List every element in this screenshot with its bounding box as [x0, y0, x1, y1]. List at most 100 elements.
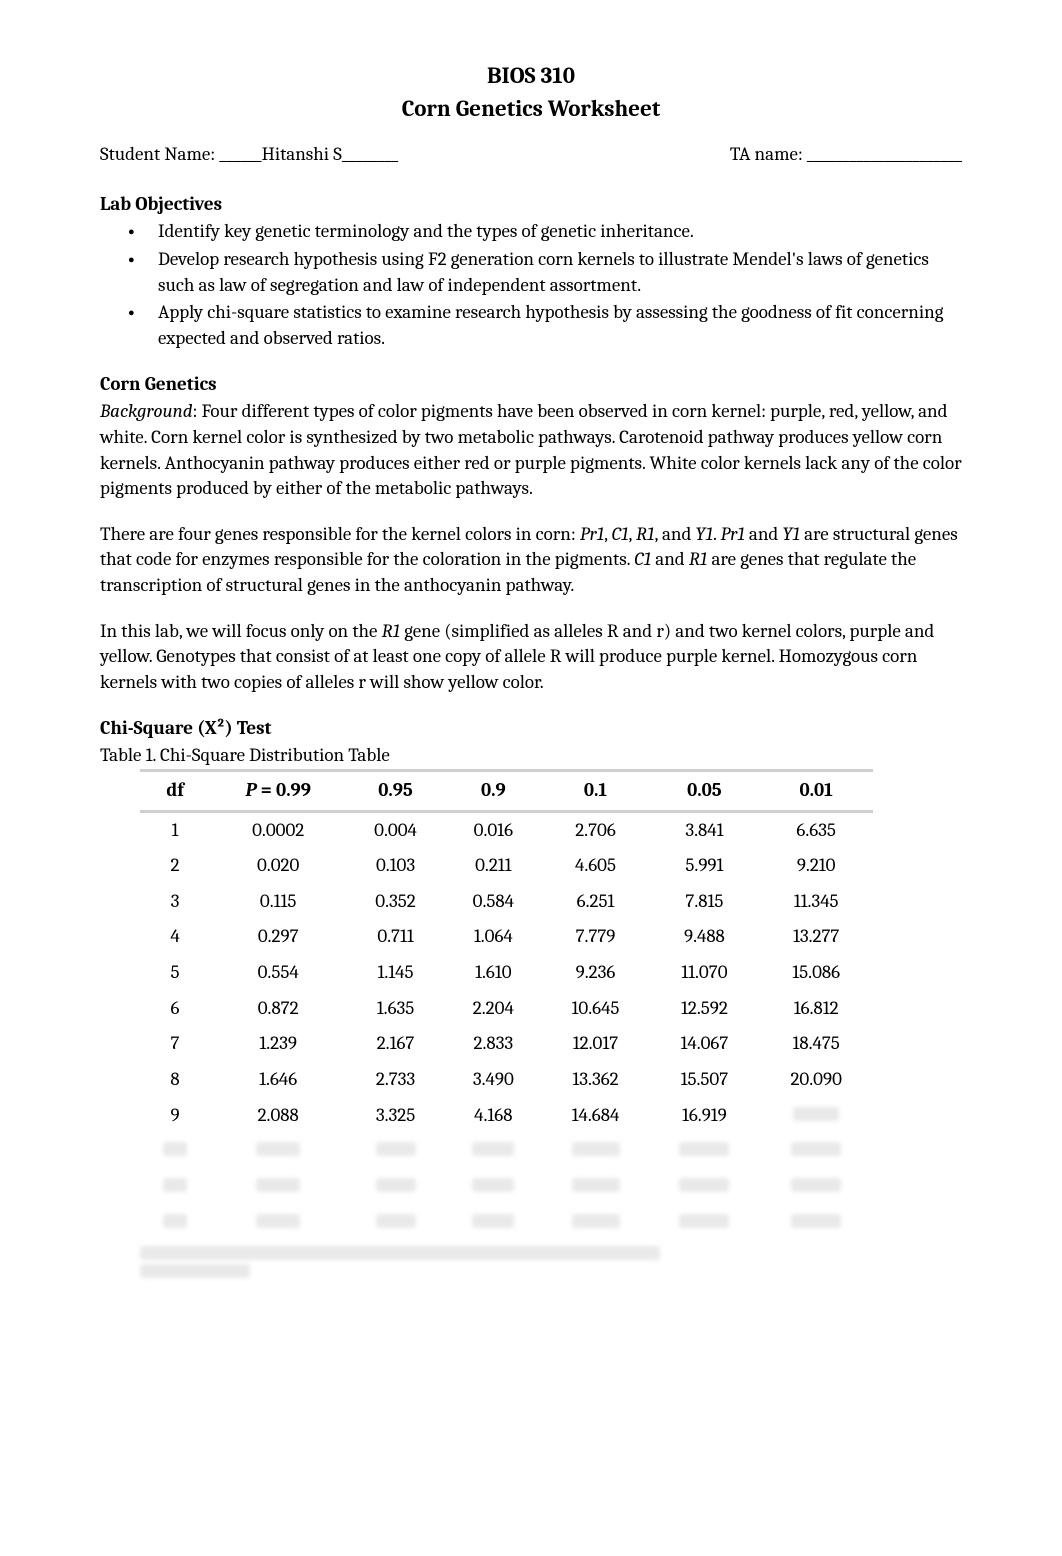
td-redacted [210, 1169, 346, 1205]
gene-c1-2: C1 [634, 548, 651, 570]
lab-focus-paragraph: In this lab, we will focus only on the R… [100, 619, 962, 696]
p-equals: = 0.99 [256, 779, 310, 801]
student-name-label: Student Name: ______ [100, 143, 262, 165]
table-body: 10.00020.0040.0162.7063.8416.63520.0200.… [140, 811, 873, 1240]
th-p095: 0.95 [346, 770, 444, 811]
td-value: 1.646 [210, 1062, 346, 1098]
td-value: 13.277 [760, 919, 873, 955]
table-row: 40.2970.7111.0647.7799.48813.277 [140, 919, 873, 955]
td-value: 1.145 [346, 955, 444, 991]
redacted-line [140, 1264, 250, 1278]
td-df: 9 [140, 1098, 210, 1134]
td-value: 9.236 [542, 955, 649, 991]
genes-paragraph: There are four genes responsible for the… [100, 522, 962, 599]
redacted-line [140, 1246, 660, 1260]
td-value: 16.812 [760, 991, 873, 1027]
gene-y1-2: Y1 [782, 523, 799, 545]
td-value: 12.592 [649, 991, 760, 1027]
td-redacted [649, 1169, 760, 1205]
td-df: 1 [140, 811, 210, 848]
page-header: BIOS 310 Corn Genetics Worksheet [100, 60, 962, 124]
td-value: 2.833 [445, 1026, 542, 1062]
td-redacted [760, 1205, 873, 1241]
background-label: Background [100, 400, 192, 422]
td-value: 2.204 [445, 991, 542, 1027]
table-caption: Table 1. Chi-Square Distribution Table [100, 743, 962, 769]
name-row: Student Name: ______Hitanshi S________ T… [100, 142, 962, 168]
td-value: 9.210 [760, 848, 873, 884]
td-value: 20.090 [760, 1062, 873, 1098]
td-value: 3.841 [649, 811, 760, 848]
td-redacted [140, 1205, 210, 1241]
table-row: 92.0883.3254.16814.68416.919 [140, 1098, 873, 1134]
td-value: 4.168 [445, 1098, 542, 1134]
td-value: 0.211 [445, 848, 542, 884]
td-value: 1.064 [445, 919, 542, 955]
td-value: 3.490 [445, 1062, 542, 1098]
td-value: 3.325 [346, 1098, 444, 1134]
td-value: 0.103 [346, 848, 444, 884]
para3-pre: In this lab, we will focus only on the [100, 620, 382, 642]
para2-mid2: and [745, 523, 783, 545]
header-title-1: BIOS 310 [100, 60, 962, 91]
table-row: 30.1150.3520.5846.2517.81511.345 [140, 884, 873, 920]
para2-pre: There are four genes responsible for the… [100, 523, 580, 545]
td-value: 7.815 [649, 884, 760, 920]
redacted-footer [140, 1246, 962, 1278]
td-redacted [760, 1169, 873, 1205]
td-redacted [445, 1205, 542, 1241]
td-value: 0.115 [210, 884, 346, 920]
td-value: 5.991 [649, 848, 760, 884]
td-value: 0.297 [210, 919, 346, 955]
td-value: 7.779 [542, 919, 649, 955]
td-redacted [346, 1133, 444, 1169]
td-value: 1.635 [346, 991, 444, 1027]
td-value: 0.711 [346, 919, 444, 955]
td-redacted [445, 1133, 542, 1169]
td-value: 13.362 [542, 1062, 649, 1098]
th-p099: P = 0.99 [210, 770, 346, 811]
td-value: 0.016 [445, 811, 542, 848]
td-value: 2.733 [346, 1062, 444, 1098]
td-redacted [760, 1133, 873, 1169]
background-text: : Four different types of color pigments… [100, 400, 962, 499]
table-row: 50.5541.1451.6109.23611.07015.086 [140, 955, 873, 991]
td-redacted [649, 1205, 760, 1241]
th-df: df [140, 770, 210, 811]
gene-pr1-2: Pr1 [721, 523, 745, 545]
td-redacted [542, 1205, 649, 1241]
th-p001: 0.01 [760, 770, 873, 811]
td-redacted [140, 1133, 210, 1169]
td-value: 0.584 [445, 884, 542, 920]
objectives-list: Identify key genetic terminology and the… [100, 219, 962, 351]
td-value: 6.635 [760, 811, 873, 848]
td-value: 0.020 [210, 848, 346, 884]
td-value: 2.088 [210, 1098, 346, 1134]
td-value: 0.0002 [210, 811, 346, 848]
td-redacted [542, 1169, 649, 1205]
corn-genetics-title: Corn Genetics [100, 372, 962, 398]
chisquare-title: Chi-Square (X²) Test [100, 716, 962, 742]
student-name-value: Hitanshi S [262, 143, 342, 165]
td-redacted [210, 1133, 346, 1169]
table-row: 60.8721.6352.20410.64512.59216.812 [140, 991, 873, 1027]
td-df: 7 [140, 1026, 210, 1062]
td-value: 15.086 [760, 955, 873, 991]
td-redacted [542, 1133, 649, 1169]
para2-mid4: and [651, 548, 689, 570]
objective-item: Develop research hypothesis using F2 gen… [140, 247, 962, 298]
td-value: 18.475 [760, 1026, 873, 1062]
td-redacted [649, 1133, 760, 1169]
th-p01: 0.1 [542, 770, 649, 811]
student-name-field: Student Name: ______Hitanshi S________ [100, 142, 398, 168]
para2-mid1: . [713, 523, 721, 545]
td-redacted [140, 1169, 210, 1205]
td-value: 4.605 [542, 848, 649, 884]
gene-y1: Y1 [696, 523, 713, 545]
p-label: P [245, 779, 256, 801]
td-value: 14.684 [542, 1098, 649, 1134]
objective-item: Identify key genetic terminology and the… [140, 219, 962, 245]
td-redacted [346, 1169, 444, 1205]
td-value: 2.167 [346, 1026, 444, 1062]
td-redacted [346, 1205, 444, 1241]
